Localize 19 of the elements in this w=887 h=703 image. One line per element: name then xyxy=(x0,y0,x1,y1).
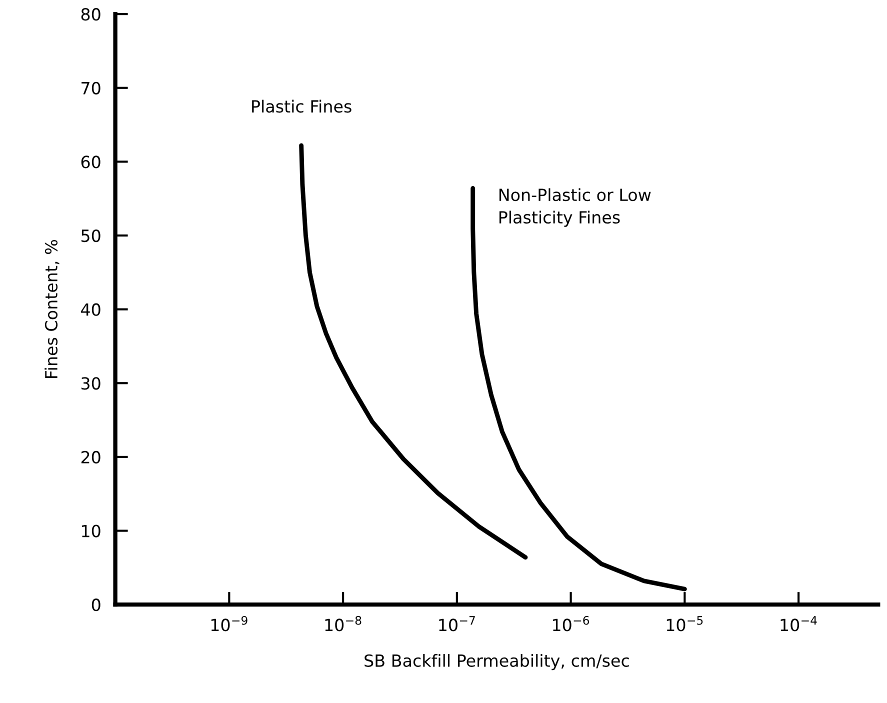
x-axis-title: SB Backfill Permeability, cm/sec xyxy=(364,654,629,670)
x-tick-label: 10$^{−8}$ xyxy=(325,616,362,632)
y-tick-label: 80 xyxy=(81,8,100,21)
y-tick-label: 60 xyxy=(81,156,100,168)
x-tick-label: 10$^{−4}$ xyxy=(780,616,817,632)
y-tick-label: 40 xyxy=(81,303,100,316)
text: Plastic Fines xyxy=(252,100,352,113)
x-tick-label: 10$^{−9}$ xyxy=(211,616,248,632)
y-tick-label: 30 xyxy=(81,377,100,390)
y-tick-label: 50 xyxy=(82,229,100,242)
y-tick-label: 0 xyxy=(92,598,100,612)
x-tick-label: 10$^{−7}$ xyxy=(439,616,475,632)
y-tick-label: 70 xyxy=(82,82,100,94)
x-tick-label: 10$^{−5}$ xyxy=(666,616,703,632)
y-tick-label: 20 xyxy=(81,450,100,464)
series-label: Non-Plastic or Low Plasticity Fines xyxy=(499,188,651,227)
y-tick-label: 10 xyxy=(82,524,100,538)
x-tick-label: 10$^{−6}$ xyxy=(553,616,590,632)
y-axis-title: Fines Content, % xyxy=(44,240,60,378)
